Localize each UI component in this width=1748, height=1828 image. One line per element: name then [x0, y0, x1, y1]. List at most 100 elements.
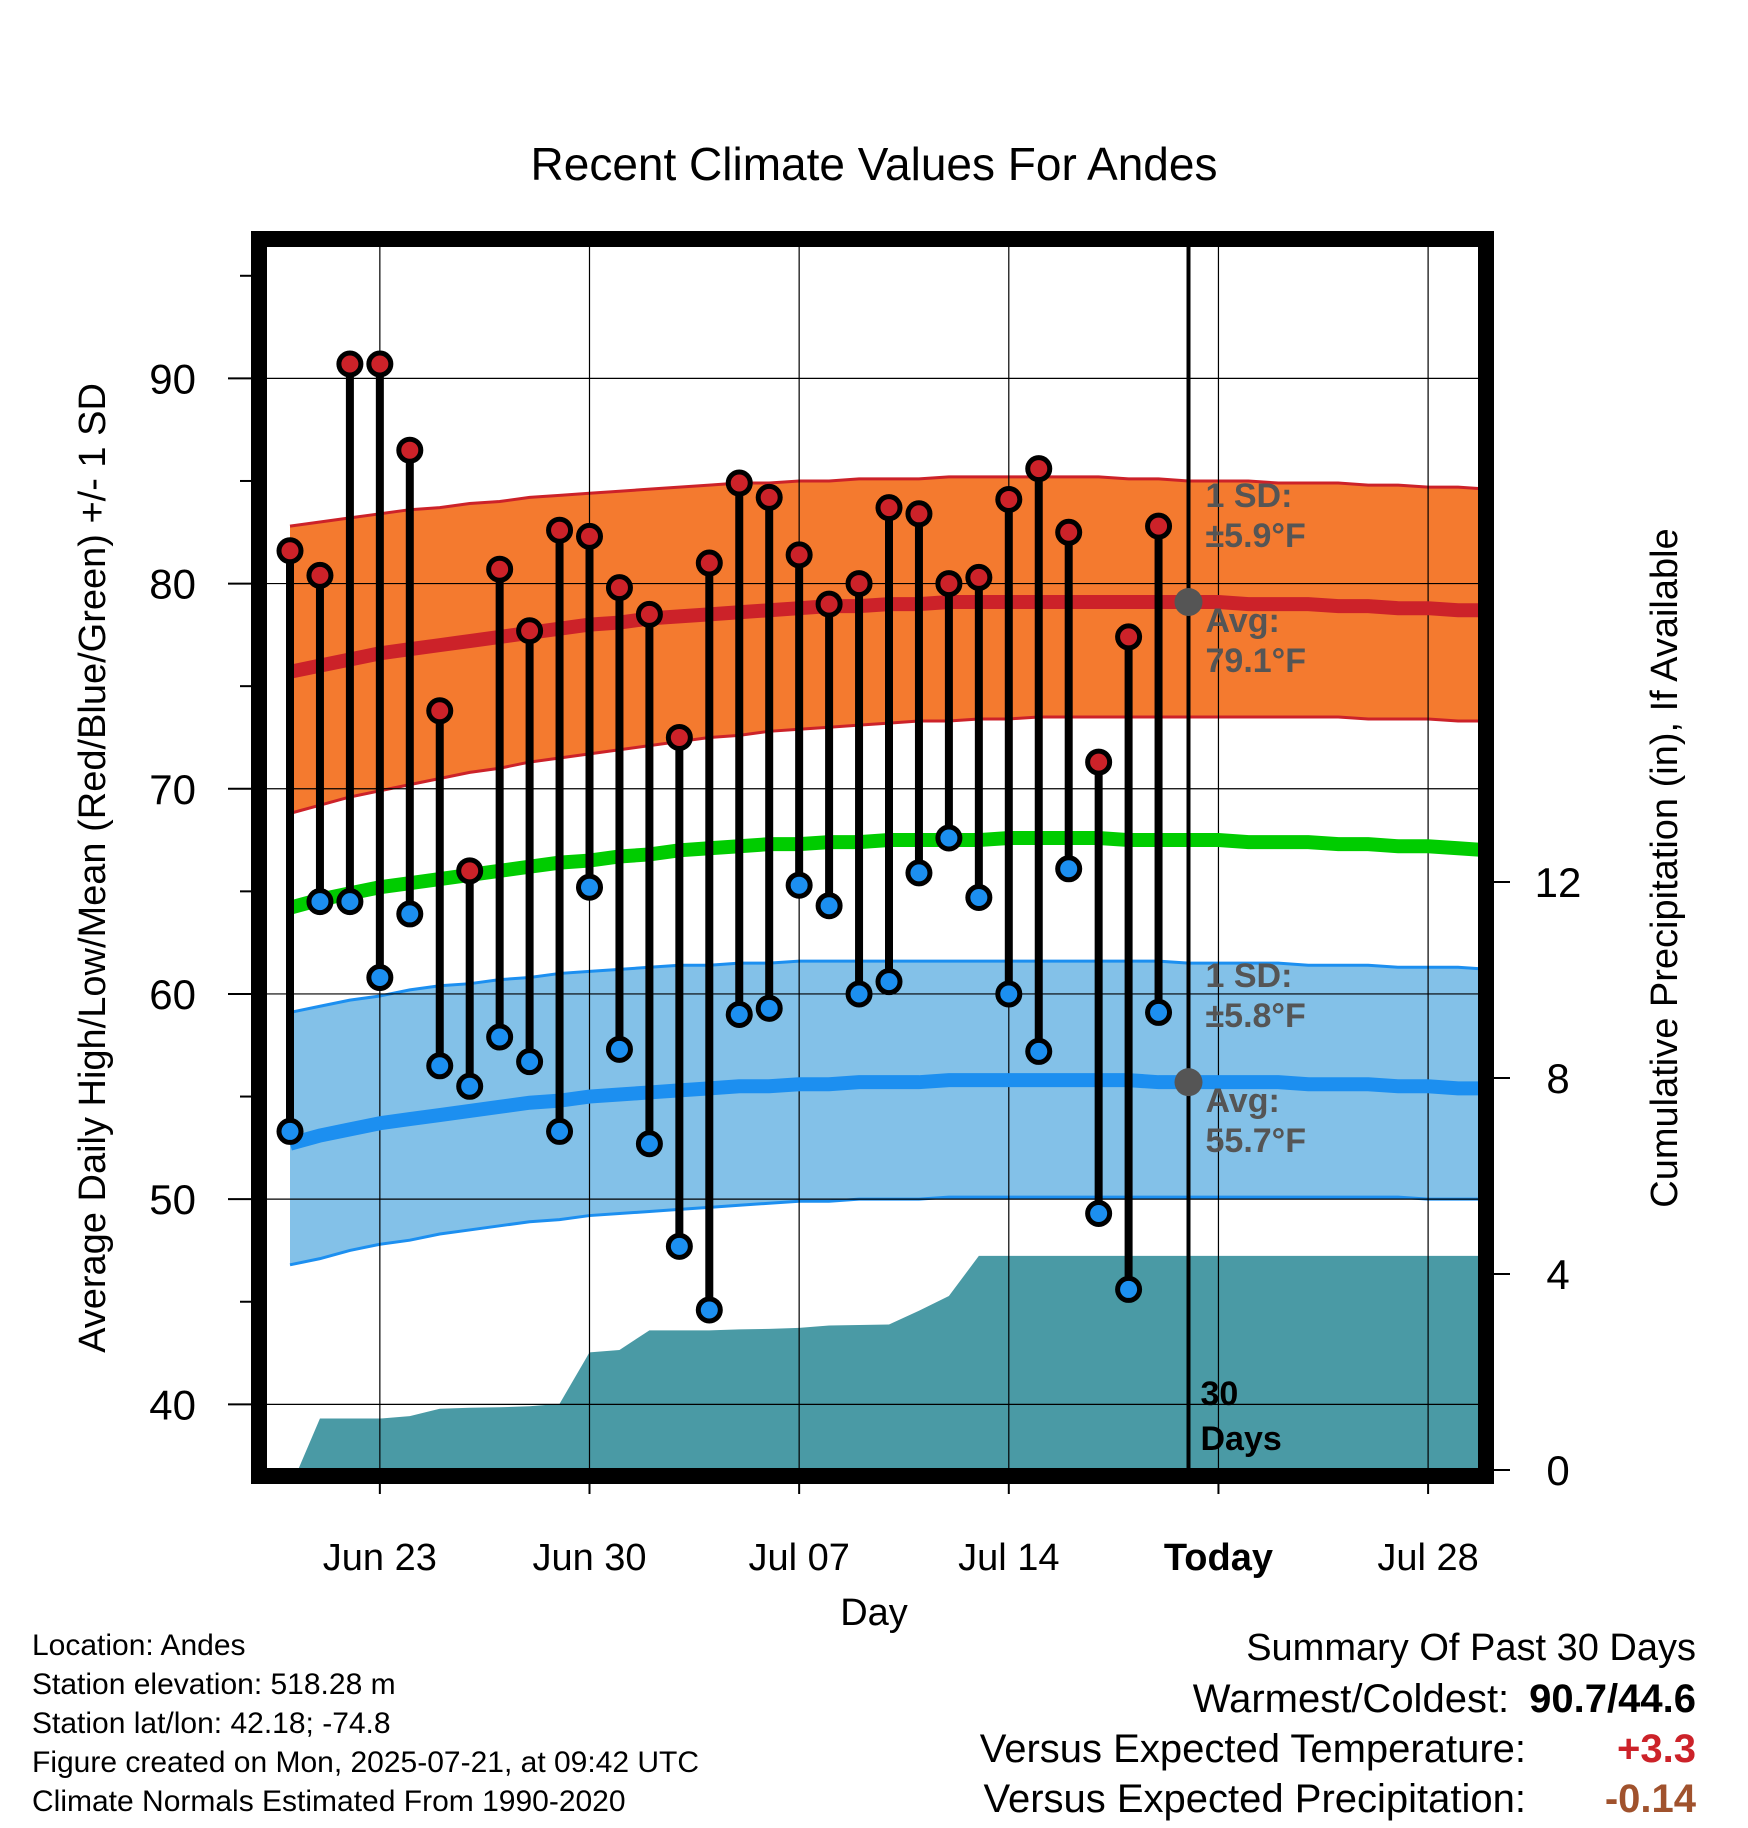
y2-tick-label-3: 12 — [1535, 859, 1582, 906]
daily-high-point-5 — [426, 697, 454, 725]
low-avg-label: Avg: — [1206, 1082, 1280, 1120]
daily-high-point-25 — [1025, 455, 1053, 483]
temp-anomaly-value: +3.3 — [1617, 1727, 1696, 1771]
y2-tick-label-1: 4 — [1546, 1251, 1569, 1298]
daily-low-point-28 — [1115, 1275, 1143, 1303]
daily-low-point-16 — [755, 994, 783, 1022]
warmest-coldest-value: 90.7/44.6 — [1529, 1677, 1696, 1721]
high-sd-value: ±5.9°F — [1206, 517, 1306, 555]
chart-title: Recent Climate Values For Andes — [531, 138, 1218, 190]
daily-high-point-4 — [396, 436, 424, 464]
elevation-text: Station elevation: 518.28 m — [32, 1668, 396, 1701]
daily-high-point-24 — [995, 485, 1023, 513]
daily-low-point-25 — [1025, 1037, 1053, 1065]
daily-high-point-12 — [635, 600, 663, 628]
daily-high-point-26 — [1055, 518, 1083, 546]
x-tick-label-1: Jun 30 — [532, 1537, 646, 1579]
daily-high-point-7 — [486, 555, 514, 583]
precipitation-area — [298, 1255, 1480, 1470]
daily-low-point-23 — [965, 884, 993, 912]
daily-low-point-5 — [426, 1052, 454, 1080]
daily-low-point-4 — [396, 900, 424, 928]
daily-high-point-19 — [845, 570, 873, 598]
low-sd-band — [290, 961, 1480, 1265]
daily-low-point-15 — [725, 1000, 753, 1028]
daily-high-point-6 — [456, 857, 484, 885]
plot-frame — [251, 231, 1494, 1484]
daily-low-point-18 — [815, 892, 843, 920]
daily-high-point-13 — [665, 723, 693, 751]
temp-anomaly-label: Versus Expected Temperature: — [979, 1727, 1526, 1771]
daily-high-point-11 — [605, 574, 633, 602]
daily-high-point-29 — [1145, 512, 1173, 540]
daily-low-point-17 — [785, 871, 813, 899]
daily-low-point-11 — [605, 1035, 633, 1063]
daily-low-point-21 — [905, 859, 933, 887]
summary-temperature: Versus Expected Temperature: +3.3 — [980, 1724, 1696, 1774]
x-tick-label-3: Jul 14 — [958, 1537, 1059, 1579]
y2-tick-label-0: 0 — [1546, 1447, 1569, 1494]
x-tick-label-4: Today — [1164, 1537, 1273, 1579]
x-tick-label-5: Jul 28 — [1377, 1537, 1478, 1579]
daily-high-point-2 — [336, 350, 364, 378]
daily-low-point-3 — [366, 964, 394, 992]
created-text: Figure created on Mon, 2025-07-21, at 09… — [32, 1746, 700, 1779]
y-tick-label-5: 90 — [149, 355, 196, 402]
low-sd-value: ±5.8°F — [1206, 997, 1306, 1035]
daily-low-point-6 — [456, 1072, 484, 1100]
daily-high-point-17 — [785, 541, 813, 569]
y-axis-label: Average Daily High/Low/Mean (Red/Blue/Gr… — [72, 383, 114, 1353]
high-upper-line — [289, 475, 1480, 528]
normals-text: Climate Normals Estimated From 1990-2020 — [32, 1785, 626, 1818]
low-sd-label: 1 SD: — [1206, 957, 1293, 995]
high-avg-value: 79.1°F — [1206, 642, 1307, 680]
daily-high-point-18 — [815, 590, 843, 618]
daily-high-point-16 — [755, 483, 783, 511]
summary-precipitation: Versus Expected Precipitation: -0.14 — [980, 1774, 1696, 1824]
daily-low-point-2 — [336, 888, 364, 916]
y2-tick-label-2: 8 — [1546, 1055, 1569, 1102]
daily-low-point-24 — [995, 980, 1023, 1008]
y-tick-label-1: 50 — [149, 1176, 196, 1223]
summary-panel: Summary Of Past 30 Days Warmest/Coldest:… — [980, 1622, 1696, 1824]
daily-high-point-20 — [875, 494, 903, 522]
daily-high-point-9 — [546, 516, 574, 544]
y2-axis-label: Cumulative Precipitation (in), If Availa… — [1644, 528, 1686, 1207]
daily-low-point-14 — [695, 1296, 723, 1324]
daily-low-point-0 — [276, 1117, 304, 1145]
daily-low-point-20 — [875, 968, 903, 996]
x-axis-label: Day — [840, 1592, 908, 1634]
daily-high-point-0 — [276, 537, 304, 565]
daily-low-point-8 — [516, 1048, 544, 1076]
low-average-marker — [1174, 1068, 1203, 1097]
daily-high-point-21 — [905, 500, 933, 528]
daily-high-point-28 — [1115, 623, 1143, 651]
daily-high-point-23 — [965, 563, 993, 591]
y-tick-label-3: 70 — [149, 766, 196, 813]
high-sd-label: 1 SD: — [1206, 477, 1293, 515]
daily-high-point-15 — [725, 469, 753, 497]
high-avg-label: Avg: — [1206, 602, 1280, 640]
low-average-line — [288, 1073, 1480, 1151]
y-tick-label-0: 40 — [149, 1381, 196, 1428]
daily-low-point-19 — [845, 980, 873, 1008]
latlon-text: Station lat/lon: 42.18; -74.8 — [32, 1707, 391, 1740]
window-label-days: Days — [1201, 1420, 1282, 1458]
daily-high-point-3 — [366, 350, 394, 378]
y-tick-label-4: 80 — [149, 561, 196, 608]
high-average-marker — [1174, 588, 1203, 617]
daily-low-point-7 — [486, 1023, 514, 1051]
daily-high-point-14 — [695, 549, 723, 577]
location-text: Location: Andes — [32, 1629, 246, 1662]
precip-anomaly-value: -0.14 — [1604, 1777, 1696, 1821]
daily-low-point-22 — [935, 824, 963, 852]
window-label-number: 30 — [1201, 1375, 1239, 1413]
x-tick-label-2: Jul 07 — [748, 1537, 849, 1579]
daily-high-point-27 — [1085, 748, 1113, 776]
daily-low-point-1 — [306, 888, 334, 916]
station-info: Location: Andes Station elevation: 518.2… — [32, 1626, 699, 1821]
summary-warmest-coldest: Warmest/Coldest: 90.7/44.6 — [980, 1674, 1696, 1724]
daily-low-point-29 — [1145, 998, 1173, 1026]
warmest-coldest-label: Warmest/Coldest: — [1192, 1677, 1510, 1721]
y-tick-label-2: 60 — [149, 971, 196, 1018]
